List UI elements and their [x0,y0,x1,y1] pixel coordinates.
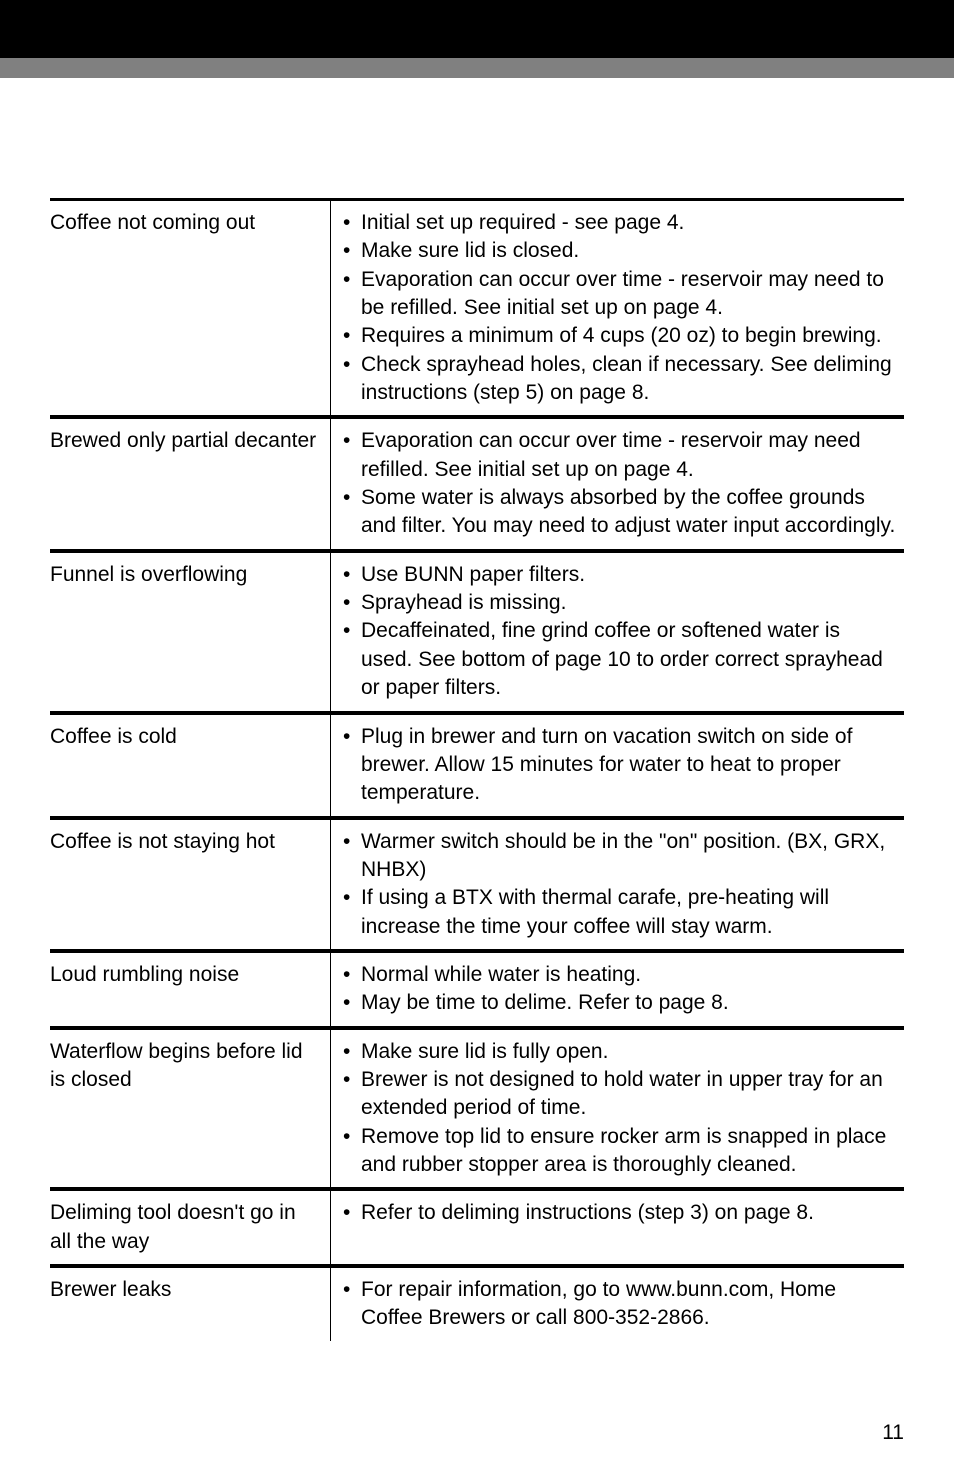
solution-cell: Use BUNN paper filters. Sprayhead is mis… [330,553,904,711]
page-number: 11 [882,1421,904,1445]
problem-cell: Coffee is not staying hot [50,820,330,949]
solution-item: Initial set up required - see page 4. [343,209,896,237]
solution-item: May be time to delime. Refer to page 8. [343,989,896,1017]
solution-list: Refer to deliming instructions (step 3) … [343,1199,896,1227]
solution-item: Check sprayhead holes, clean if necessar… [343,351,896,408]
troubleshooting-table: Coffee not coming out Initial set up req… [50,198,904,1341]
solution-list: Normal while water is heating. May be ti… [343,961,896,1018]
solution-list: Warmer switch should be in the "on" posi… [343,828,896,941]
solution-item: Make sure lid is fully open. [343,1038,896,1066]
solution-item: For repair information, go to www.bunn.c… [343,1276,896,1333]
solution-cell: Evaporation can occur over time - reserv… [330,419,904,548]
solution-cell: Make sure lid is fully open. Brewer is n… [330,1030,904,1188]
solution-item: Remove top lid to ensure rocker arm is s… [343,1123,896,1180]
solution-item: Evaporation can occur over time - reserv… [343,266,896,323]
solution-item: Decaffeinated, fine grind coffee or soft… [343,617,896,702]
solution-list: Evaporation can occur over time - reserv… [343,427,896,540]
solution-item: If using a BTX with thermal carafe, pre-… [343,884,896,941]
table-row: Coffee not coming out Initial set up req… [50,198,904,416]
problem-cell: Coffee not coming out [50,201,330,415]
solution-cell: Normal while water is heating. May be ti… [330,953,904,1026]
solution-item: Plug in brewer and turn on vacation swit… [343,723,896,808]
table-row: Waterflow begins before lid is closed Ma… [50,1027,904,1189]
solution-item: Some water is always absorbed by the cof… [343,484,896,541]
solution-cell: Initial set up required - see page 4. Ma… [330,201,904,415]
solution-item: Normal while water is heating. [343,961,896,989]
solution-item: Use BUNN paper filters. [343,561,896,589]
solution-list: Make sure lid is fully open. Brewer is n… [343,1038,896,1180]
solution-item: Make sure lid is closed. [343,237,896,265]
table-row: Brewed only partial decanter Evaporation… [50,416,904,549]
problem-cell: Funnel is overflowing [50,553,330,711]
solution-item: Warmer switch should be in the "on" posi… [343,828,896,885]
table-row: Deliming tool doesn't go in all the way … [50,1188,904,1265]
problem-cell: Brewed only partial decanter [50,419,330,548]
solution-list: For repair information, go to www.bunn.c… [343,1276,896,1333]
solution-cell: Refer to deliming instructions (step 3) … [330,1191,904,1264]
problem-cell: Loud rumbling noise [50,953,330,1026]
table-row: Funnel is overflowing Use BUNN paper fil… [50,550,904,712]
solution-item: Brewer is not designed to hold water in … [343,1066,896,1123]
solution-list: Use BUNN paper filters. Sprayhead is mis… [343,561,896,703]
solution-item: Evaporation can occur over time - reserv… [343,427,896,484]
header-gray-band [0,58,954,78]
table-row: Loud rumbling noise Normal while water i… [50,950,904,1027]
solution-list: Initial set up required - see page 4. Ma… [343,209,896,407]
solution-item: Requires a minimum of 4 cups (20 oz) to … [343,322,896,350]
problem-cell: Waterflow begins before lid is closed [50,1030,330,1188]
solution-item: Refer to deliming instructions (step 3) … [343,1199,896,1227]
solution-list: Plug in brewer and turn on vacation swit… [343,723,896,808]
content-area: Coffee not coming out Initial set up req… [0,78,954,1341]
solution-item: Sprayhead is missing. [343,589,896,617]
problem-cell: Deliming tool doesn't go in all the way [50,1191,330,1264]
problem-cell: Coffee is cold [50,715,330,816]
problem-cell: Brewer leaks [50,1268,330,1341]
solution-cell: Plug in brewer and turn on vacation swit… [330,715,904,816]
table-row: Coffee is cold Plug in brewer and turn o… [50,712,904,817]
header-black-band [0,0,954,58]
solution-cell: Warmer switch should be in the "on" posi… [330,820,904,949]
solution-cell: For repair information, go to www.bunn.c… [330,1268,904,1341]
table-row: Coffee is not staying hot Warmer switch … [50,817,904,950]
table-row: Brewer leaks For repair information, go … [50,1265,904,1341]
